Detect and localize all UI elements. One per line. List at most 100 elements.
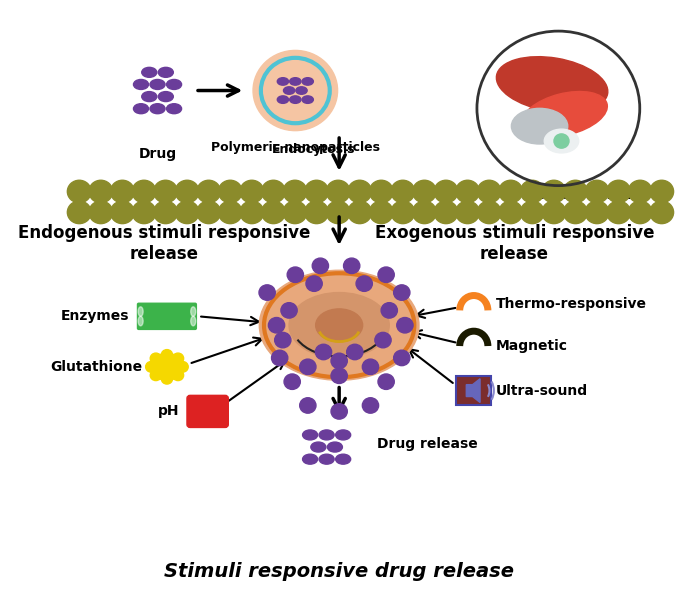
Ellipse shape: [545, 129, 579, 153]
Circle shape: [607, 180, 630, 203]
Ellipse shape: [166, 104, 182, 113]
Ellipse shape: [190, 316, 196, 326]
Circle shape: [628, 201, 652, 224]
Ellipse shape: [302, 96, 313, 103]
Ellipse shape: [150, 79, 165, 90]
Circle shape: [564, 180, 587, 203]
Circle shape: [305, 201, 328, 224]
Circle shape: [607, 201, 630, 224]
Text: Glutathione: Glutathione: [50, 360, 142, 374]
Circle shape: [132, 201, 156, 224]
Circle shape: [315, 344, 332, 360]
Circle shape: [394, 350, 410, 365]
Circle shape: [153, 180, 177, 203]
Circle shape: [161, 350, 173, 361]
Ellipse shape: [166, 79, 182, 90]
Circle shape: [153, 201, 177, 224]
Circle shape: [434, 180, 458, 203]
Ellipse shape: [319, 454, 334, 464]
Ellipse shape: [138, 307, 143, 316]
Ellipse shape: [134, 79, 149, 90]
Ellipse shape: [150, 353, 184, 380]
Ellipse shape: [158, 91, 173, 101]
Circle shape: [391, 201, 414, 224]
Circle shape: [132, 180, 156, 203]
Circle shape: [240, 180, 264, 203]
Ellipse shape: [327, 442, 342, 452]
Circle shape: [306, 276, 322, 291]
Circle shape: [456, 180, 480, 203]
Circle shape: [412, 180, 436, 203]
Text: Stimuli responsive drug release: Stimuli responsive drug release: [164, 562, 514, 581]
Circle shape: [344, 258, 360, 273]
Ellipse shape: [253, 50, 338, 131]
Circle shape: [521, 180, 544, 203]
Circle shape: [175, 180, 199, 203]
Circle shape: [378, 267, 395, 282]
Ellipse shape: [260, 270, 419, 380]
Circle shape: [240, 201, 264, 224]
Text: Endocytosis: Endocytosis: [273, 143, 356, 156]
Ellipse shape: [512, 108, 568, 144]
Ellipse shape: [336, 430, 351, 440]
Circle shape: [300, 398, 316, 413]
Circle shape: [326, 201, 350, 224]
Circle shape: [542, 201, 566, 224]
Ellipse shape: [142, 67, 157, 78]
Circle shape: [650, 180, 673, 203]
Circle shape: [197, 180, 221, 203]
Circle shape: [161, 373, 173, 384]
Circle shape: [283, 201, 307, 224]
Ellipse shape: [142, 91, 157, 101]
Text: Enzymes: Enzymes: [61, 309, 129, 324]
Circle shape: [348, 201, 371, 224]
Ellipse shape: [290, 96, 301, 103]
Circle shape: [542, 180, 566, 203]
Circle shape: [275, 333, 291, 348]
Circle shape: [262, 201, 285, 224]
Circle shape: [356, 276, 373, 291]
Circle shape: [362, 359, 379, 374]
Circle shape: [271, 350, 288, 365]
Circle shape: [456, 201, 480, 224]
Circle shape: [521, 201, 544, 224]
Circle shape: [375, 333, 391, 348]
Circle shape: [585, 201, 609, 224]
Circle shape: [499, 180, 523, 203]
Ellipse shape: [302, 78, 313, 85]
Circle shape: [150, 370, 162, 380]
Circle shape: [283, 180, 307, 203]
Circle shape: [554, 134, 569, 148]
Ellipse shape: [134, 104, 149, 113]
Text: Ultra-sound: Ultra-sound: [496, 384, 588, 398]
Circle shape: [331, 353, 347, 368]
Circle shape: [284, 374, 300, 389]
Ellipse shape: [158, 67, 173, 78]
FancyBboxPatch shape: [138, 303, 197, 330]
Ellipse shape: [277, 96, 288, 103]
Text: Thermo-responsive: Thermo-responsive: [496, 297, 647, 312]
Circle shape: [326, 180, 350, 203]
Ellipse shape: [522, 91, 608, 137]
Circle shape: [391, 180, 414, 203]
Ellipse shape: [296, 87, 307, 94]
Circle shape: [312, 258, 329, 273]
Ellipse shape: [289, 293, 389, 358]
Circle shape: [219, 180, 242, 203]
Circle shape: [269, 318, 285, 333]
Circle shape: [331, 368, 347, 383]
Text: Drug: Drug: [138, 147, 177, 161]
Ellipse shape: [284, 87, 295, 94]
Ellipse shape: [303, 454, 318, 464]
Circle shape: [564, 201, 587, 224]
Text: Drug release: Drug release: [377, 437, 477, 451]
Circle shape: [650, 201, 673, 224]
Circle shape: [173, 353, 184, 364]
Circle shape: [89, 180, 113, 203]
Circle shape: [305, 180, 328, 203]
Circle shape: [378, 374, 395, 389]
Circle shape: [369, 180, 393, 203]
Circle shape: [397, 318, 413, 333]
Circle shape: [347, 344, 363, 360]
Circle shape: [628, 180, 652, 203]
